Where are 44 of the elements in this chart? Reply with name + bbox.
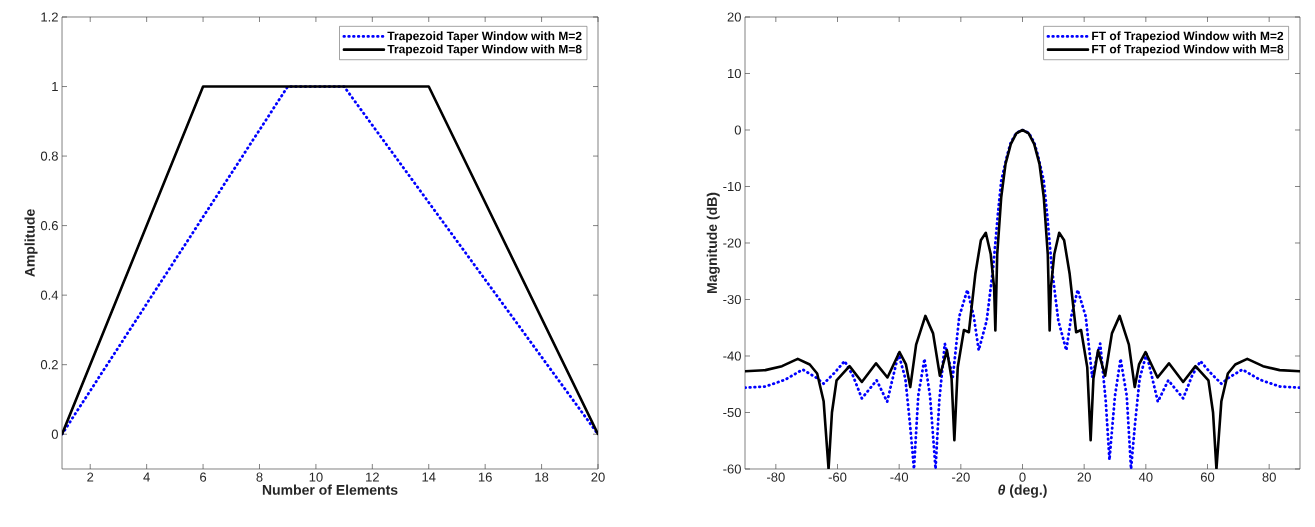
y-tick-label: 0.2 [40,360,58,370]
x-tick-label: 80 [1262,472,1276,482]
legend-label: Trapezoid Taper Window with M=8 [387,44,582,56]
y-tick-label: -20 [723,238,741,248]
y-tick-label: -10 [723,181,741,192]
legend-label: FT of Trapeziod Window with M=8 [1092,44,1284,56]
y-axis-title: Amplitude [24,209,38,277]
x-tick-label: -80 [767,472,785,482]
y-tick-label: 0.6 [40,221,58,231]
y-tick-label: -30 [723,294,741,305]
x-tick-label: 60 [1200,472,1215,482]
x-tick-label: 12 [366,472,379,482]
y-tick-label: 0 [51,429,58,439]
y-tick-label: 0.4 [40,290,59,300]
x-tick-label: -60 [828,472,847,482]
legend-label: Trapezoid Taper Window with M=2 [387,31,582,43]
y-tick-label: -60 [723,464,741,474]
x-tick-label: -20 [952,472,970,482]
y-tick-label: 10 [728,68,741,79]
x-tick-label: 14 [422,472,436,482]
x-tick-label: 4 [143,472,150,482]
y-tick-label: 0.8 [40,151,58,161]
x-tick-label: 6 [200,472,207,482]
y-tick-label: -40 [723,351,741,361]
x-tick-label: -40 [890,472,909,482]
x-tick-label: 20 [1077,472,1091,482]
x-tick-label: 40 [1138,472,1153,482]
x-tick-label: 16 [478,472,492,482]
legend-label: FT of Trapeziod Window with M=2 [1092,31,1284,43]
x-tick-label: 2 [87,472,94,482]
y-tick-label: 1.2 [41,12,58,22]
y-axis-title: Magnitude (dB) [706,192,720,293]
x-tick-label: 8 [256,472,263,482]
x-axis-title: θ (deg.) [998,484,1047,498]
x-tick-label: 0 [1019,472,1026,482]
line-series [745,128,1300,469]
x-axis-title: Number of Elements [262,484,398,495]
y-tick-label: 0 [734,125,741,135]
x-tick-label: 18 [535,472,549,482]
y-tick-label: 1 [52,82,58,91]
y-tick-label: 20 [727,12,741,22]
x-tick-label: 10 [309,472,323,482]
y-tick-label: -50 [723,407,741,418]
x-tick-label: 20 [591,472,605,482]
